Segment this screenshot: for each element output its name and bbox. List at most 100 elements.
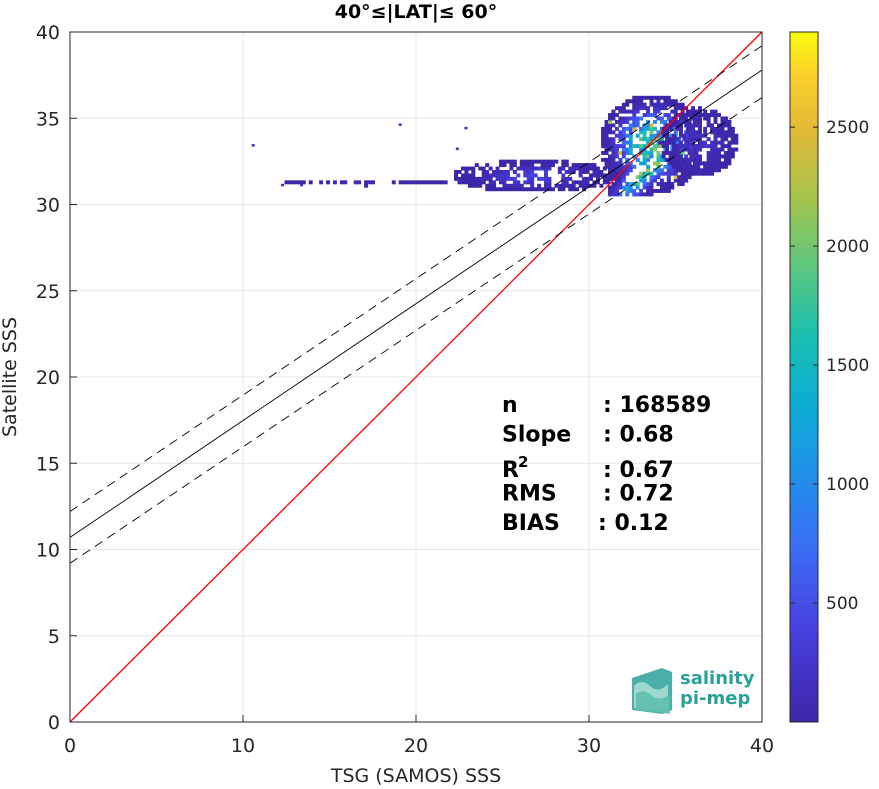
density-cell xyxy=(656,151,661,155)
density-cell xyxy=(723,133,728,138)
density-cell xyxy=(523,159,528,164)
density-cell xyxy=(557,183,562,188)
chart-title: 40°≤|LAT|≤ 60° xyxy=(335,1,498,23)
density-cell xyxy=(678,157,683,162)
density-cell xyxy=(509,166,514,171)
density-cell xyxy=(670,185,675,190)
density-cell xyxy=(677,102,682,107)
density-cell xyxy=(595,173,600,178)
density-cell xyxy=(661,154,666,159)
density-cell xyxy=(678,123,683,128)
density-cell xyxy=(618,185,623,190)
density-cell xyxy=(412,180,417,185)
density-cell xyxy=(582,180,587,185)
density-cell xyxy=(614,133,619,138)
density-cell xyxy=(706,157,711,162)
density-cell xyxy=(614,113,619,118)
density-cell xyxy=(703,171,708,176)
density-cell xyxy=(680,182,685,187)
density-cell xyxy=(673,99,678,104)
density-cell xyxy=(628,130,633,135)
density-cell xyxy=(621,144,626,149)
density-cell xyxy=(464,176,469,181)
density-cell xyxy=(509,183,514,188)
density-cell xyxy=(608,119,612,124)
y-tick-label: 20 xyxy=(36,367,60,389)
density-cell xyxy=(659,182,664,187)
density-cell xyxy=(628,137,633,142)
density-cell xyxy=(561,180,566,185)
density-cell xyxy=(298,180,303,185)
density-cell xyxy=(649,126,654,131)
density-cell xyxy=(464,170,469,174)
density-cell xyxy=(519,163,524,168)
density-cell xyxy=(685,140,690,145)
density-cell xyxy=(544,173,548,178)
density-cell xyxy=(663,171,668,176)
density-cell xyxy=(488,187,493,192)
density-cell xyxy=(618,137,623,142)
density-cell xyxy=(604,119,609,124)
y-tick-label: 10 xyxy=(36,540,60,562)
density-cell xyxy=(646,185,651,190)
density-cell xyxy=(601,144,606,149)
density-cell xyxy=(696,147,701,152)
density-cell xyxy=(706,123,711,128)
density-cell xyxy=(687,175,692,180)
density-cell xyxy=(692,109,697,114)
density-cell xyxy=(478,166,483,171)
density-cell xyxy=(642,185,647,190)
density-cell xyxy=(675,151,680,155)
density-cell xyxy=(672,137,676,142)
density-cell xyxy=(568,187,573,192)
density-cell xyxy=(621,178,626,183)
density-cell xyxy=(687,137,692,142)
stats-box: n: 168589 Slope: 0.68 R 2: 0.67 RMS: 0.72 BIA… xyxy=(502,393,711,536)
density-cell xyxy=(675,137,680,142)
density-cell xyxy=(478,180,483,185)
density-cell xyxy=(602,166,607,171)
density-cell xyxy=(481,176,486,181)
density-cell xyxy=(713,168,718,173)
density-cell xyxy=(663,113,668,118)
density-cell xyxy=(666,116,671,121)
density-cell xyxy=(632,192,637,197)
density-cell xyxy=(471,166,476,171)
density-cell xyxy=(685,161,690,166)
density-cell xyxy=(544,163,548,168)
density-cell xyxy=(488,180,493,185)
density-cell xyxy=(727,147,732,152)
density-cell xyxy=(608,130,612,135)
density-cell xyxy=(661,133,666,138)
density-cell xyxy=(706,113,711,118)
density-cell xyxy=(308,180,313,185)
density-cell xyxy=(628,116,633,121)
density-cell xyxy=(649,102,654,107)
density-cell xyxy=(485,187,490,192)
density-cell xyxy=(680,119,685,124)
density-cell xyxy=(512,170,517,174)
density-cell xyxy=(621,147,626,152)
density-cell xyxy=(601,157,606,162)
density-cell xyxy=(625,147,630,152)
density-cell xyxy=(649,133,654,138)
density-cell xyxy=(678,126,683,131)
reference-lines xyxy=(69,31,763,723)
density-cell xyxy=(682,171,687,176)
density-cell xyxy=(471,183,476,188)
density-cell xyxy=(713,113,718,118)
upper-bound-line xyxy=(69,45,763,512)
density-cell xyxy=(495,187,500,192)
density-heatmap xyxy=(251,95,739,197)
density-cell xyxy=(656,154,661,159)
density-cell xyxy=(540,176,545,181)
density-cell xyxy=(710,147,715,152)
density-cell xyxy=(488,176,493,181)
density-cell xyxy=(495,176,500,181)
density-cell xyxy=(699,144,704,149)
density-cell xyxy=(663,95,668,100)
density-cell xyxy=(561,159,566,164)
density-cell xyxy=(666,99,671,104)
density-cell xyxy=(357,180,362,185)
density-cell xyxy=(703,164,708,169)
